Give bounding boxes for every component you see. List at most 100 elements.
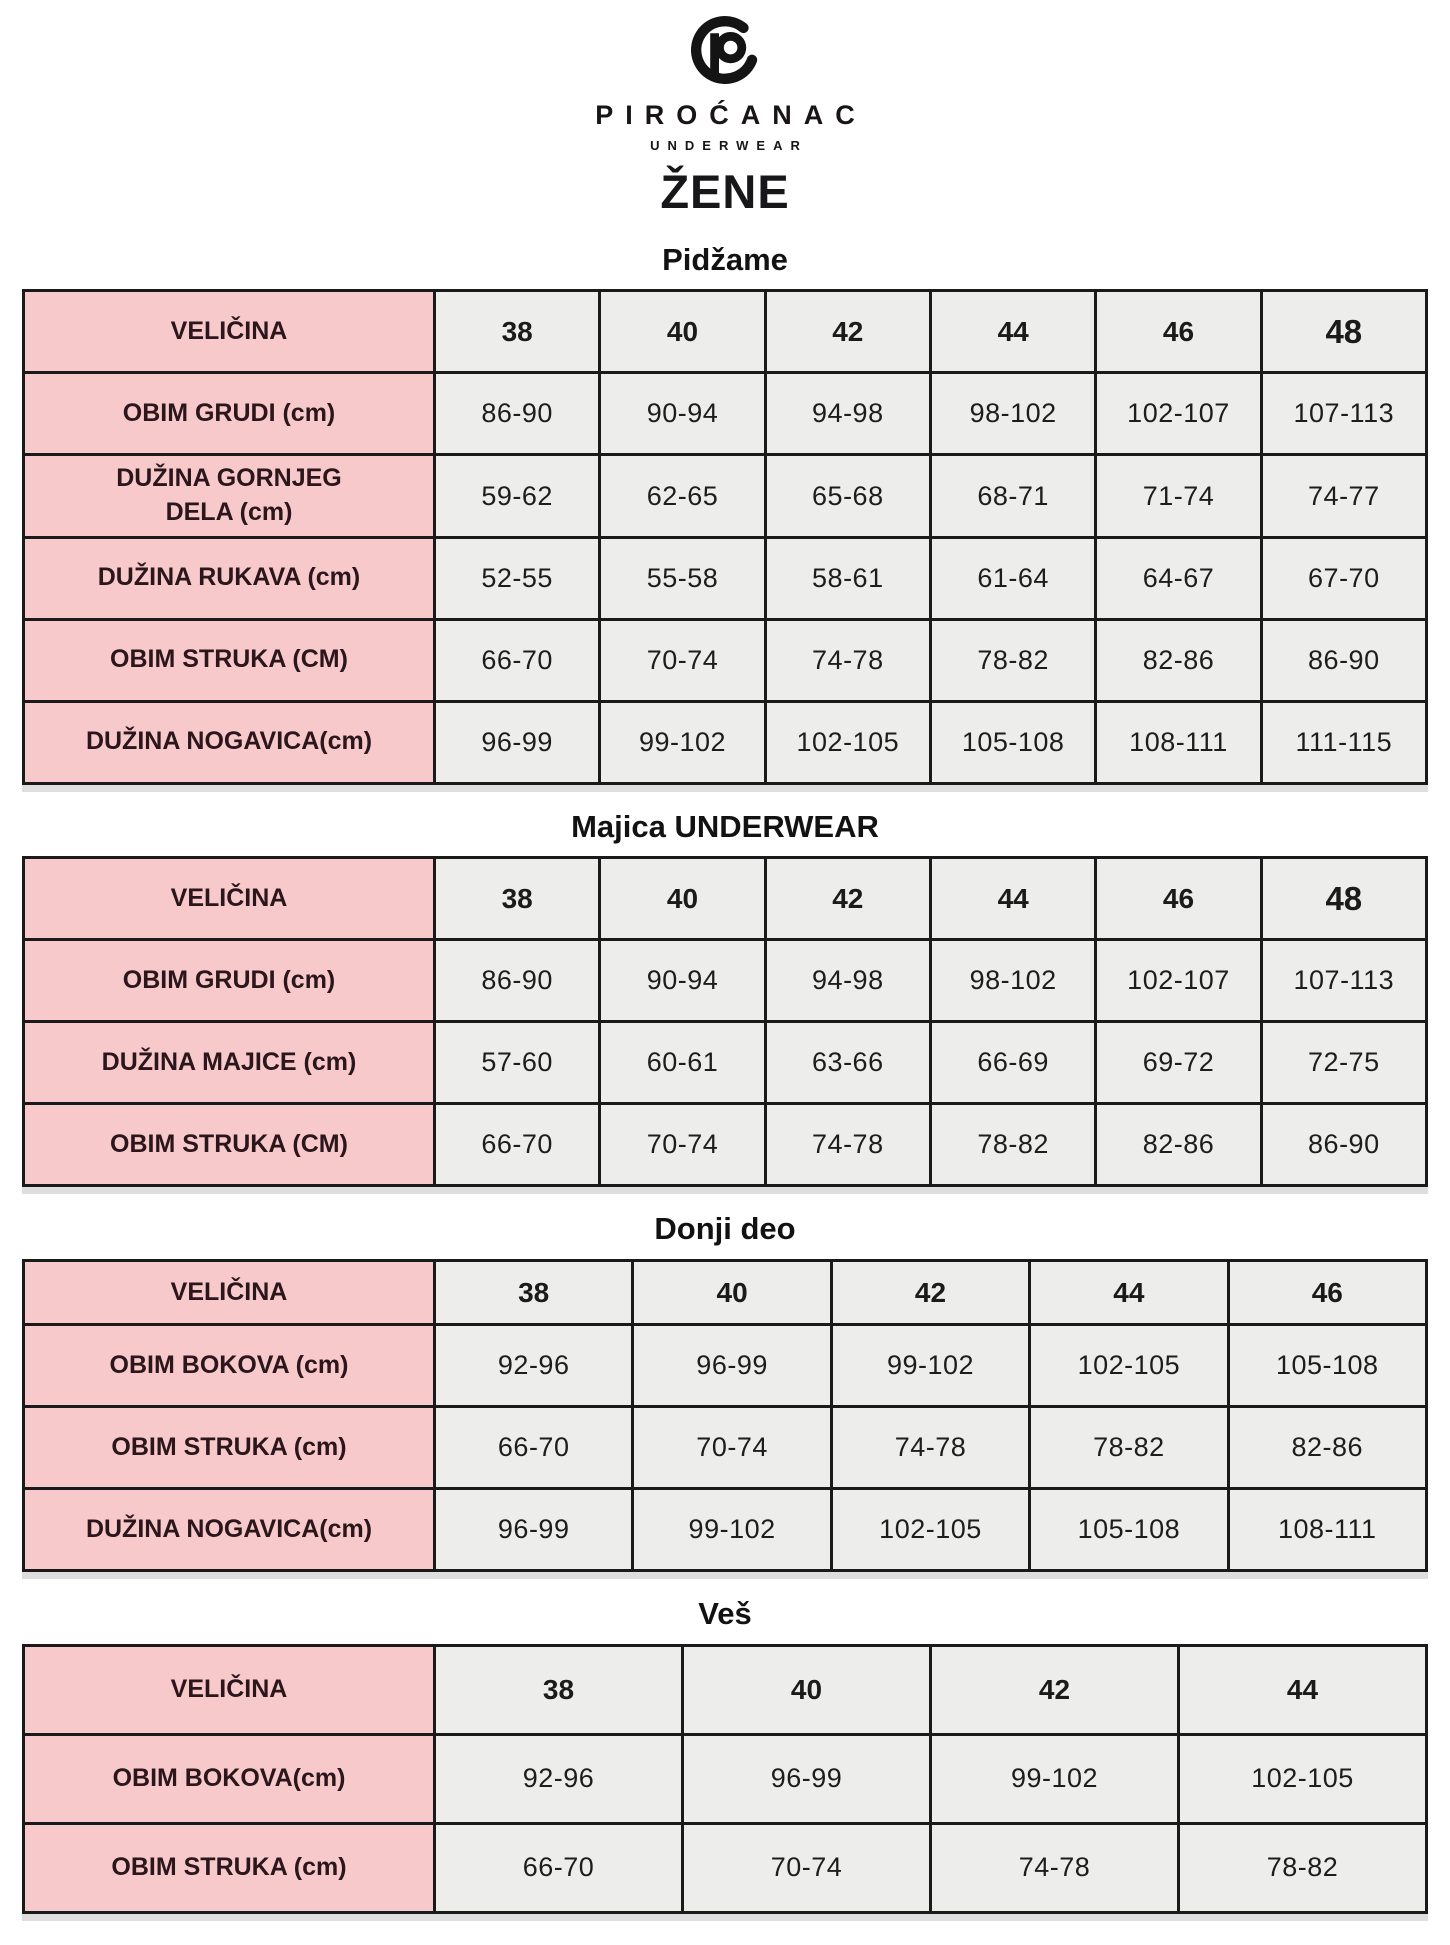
measurement-value: 59-62 <box>432 453 602 539</box>
size-column-header: 44 <box>928 856 1098 942</box>
measurement-value: 66-70 <box>433 1821 684 1914</box>
measurement-value: 74-78 <box>929 1821 1180 1914</box>
measurement-value: 65-68 <box>763 453 932 539</box>
size-column-header: 46 <box>1094 289 1263 375</box>
size-column-header: 44 <box>1028 1259 1230 1327</box>
measurement-value: 63-66 <box>763 1020 932 1106</box>
size-column-header: 44 <box>928 289 1098 375</box>
measurement-row: DUŽINA GORNJEG DELA (cm) 59-62 62-65 65-68 6… <box>22 453 1429 539</box>
size-table-majica-underwear: VELIČINA 38 40 42 44 46 48 OBIM GRUDI (cm) 86-90… <box>22 856 1429 1188</box>
measurement-value: 66-70 <box>432 1405 635 1491</box>
size-column-header: 40 <box>631 1259 833 1327</box>
measurement-value: 82-86 <box>1226 1405 1429 1491</box>
measurement-label: OBIM GRUDI (cm) <box>22 938 436 1024</box>
measurement-label: DUŽINA NOGAVICA(cm) <box>22 699 436 785</box>
p-circle-logo-icon <box>690 16 758 84</box>
size-row-label: VELIČINA <box>22 1643 436 1736</box>
measurement-value: 102-107 <box>1094 938 1263 1024</box>
table-title-ves: Veš <box>698 1596 752 1632</box>
measurement-value: 96-99 <box>432 1487 635 1573</box>
measurement-row: OBIM BOKOVA(cm) 92-96 96-99 99-102 102-105 <box>22 1732 1428 1825</box>
measurement-value: 74-78 <box>763 1102 932 1188</box>
measurement-value: 78-82 <box>1028 1405 1230 1491</box>
measurement-row: OBIM BOKOVA (cm) 92-96 96-99 99-102 102-105 1… <box>22 1323 1429 1409</box>
size-column-header: 38 <box>432 289 602 375</box>
measurement-row: OBIM GRUDI (cm) 86-90 90-94 94-98 98-102 102-… <box>22 938 1429 1024</box>
measurement-value: 102-105 <box>1177 1732 1428 1825</box>
measurement-label: DUŽINA GORNJEG DELA (cm) <box>22 453 436 539</box>
size-column-header: 42 <box>763 856 932 942</box>
size-row-label: VELIČINA <box>22 289 436 375</box>
measurement-label: DUŽINA RUKAVA (cm) <box>22 535 436 621</box>
measurement-value: 94-98 <box>763 938 932 1024</box>
size-header-row: VELIČINA 38 40 42 44 <box>22 1643 1428 1736</box>
size-column-header: 38 <box>433 1643 684 1736</box>
measurement-value: 102-105 <box>829 1487 1032 1573</box>
brand-name: PIROĆANAC <box>595 100 867 130</box>
measurement-row: DUŽINA RUKAVA (cm) 52-55 55-58 58-61 61-64 64… <box>22 535 1429 621</box>
measurement-value: 66-70 <box>432 617 602 703</box>
measurement-value: 70-74 <box>681 1821 932 1914</box>
measurement-value: 78-82 <box>1177 1821 1428 1914</box>
measurement-value: 64-67 <box>1094 535 1263 621</box>
size-column-header: 40 <box>598 289 767 375</box>
measurement-value: 58-61 <box>763 535 932 621</box>
measurement-value: 108-111 <box>1226 1487 1429 1573</box>
table-title-majica-underwear: Majica UNDERWEAR <box>571 808 879 844</box>
measurement-row: OBIM GRUDI (cm) 86-90 90-94 94-98 98-102 102-… <box>22 371 1429 457</box>
measurement-value: 82-86 <box>1094 617 1263 703</box>
measurement-value: 105-108 <box>1226 1323 1429 1409</box>
measurement-value: 102-105 <box>763 699 932 785</box>
measurement-row: DUŽINA MAJICE (cm) 57-60 60-61 63-66 66-69 69… <box>22 1020 1429 1106</box>
size-row-label: VELIČINA <box>22 1259 436 1327</box>
size-row-label: VELIČINA <box>22 856 436 942</box>
size-header-row: VELIČINA 38 40 42 44 46 48 <box>22 856 1429 942</box>
size-table-donji-deo: VELIČINA 38 40 42 44 46 OBIM BOKOVA (cm) 92-96 9… <box>22 1259 1429 1573</box>
measurement-value: 99-102 <box>598 699 767 785</box>
measurement-label: OBIM STRUKA (cm) <box>22 1405 436 1491</box>
measurement-value: 92-96 <box>432 1323 635 1409</box>
measurement-value: 72-75 <box>1259 1020 1429 1106</box>
measurement-value: 86-90 <box>1259 1102 1429 1188</box>
size-column-header: 42 <box>829 1259 1032 1327</box>
size-table-pidzame: VELIČINA 38 40 42 44 46 48 OBIM GRUDI (cm) 86-90… <box>22 289 1429 785</box>
size-column-header: 42 <box>763 289 932 375</box>
measurement-value: 78-82 <box>928 1102 1098 1188</box>
measurement-value: 99-102 <box>631 1487 833 1573</box>
measurement-label: OBIM STRUKA (CM) <box>22 617 436 703</box>
measurement-value: 86-90 <box>432 371 602 457</box>
page-title: ŽENE <box>660 165 790 218</box>
measurement-value: 78-82 <box>928 617 1098 703</box>
table-title-pidzame: Pidžame <box>662 241 788 277</box>
measurement-value: 60-61 <box>598 1020 767 1106</box>
size-column-header: 42 <box>929 1643 1180 1736</box>
measurement-value: 74-78 <box>829 1405 1032 1491</box>
measurement-value: 66-69 <box>928 1020 1098 1106</box>
measurement-value: 70-74 <box>598 1102 767 1188</box>
measurement-row: OBIM STRUKA (CM) 66-70 70-74 74-78 78-82 82-8… <box>22 1102 1429 1188</box>
measurement-value: 108-111 <box>1094 699 1263 785</box>
measurement-value: 98-102 <box>928 371 1098 457</box>
measurement-value: 55-58 <box>598 535 767 621</box>
measurement-value: 107-113 <box>1259 938 1429 1024</box>
size-column-header: 44 <box>1177 1643 1428 1736</box>
brand-subtitle: UNDERWEAR <box>650 138 808 153</box>
measurement-row: OBIM STRUKA (cm) 66-70 70-74 74-78 78-82 <box>22 1821 1428 1914</box>
size-column-header: 38 <box>432 856 602 942</box>
brand-logo <box>0 10 1450 92</box>
size-column-header: 48 <box>1259 289 1429 375</box>
measurement-value: 68-71 <box>928 453 1098 539</box>
size-column-header: 48 <box>1259 856 1429 942</box>
size-column-header: 38 <box>432 1259 635 1327</box>
measurement-label: DUŽINA NOGAVICA(cm) <box>22 1487 436 1573</box>
measurement-value: 94-98 <box>763 371 932 457</box>
measurement-value: 86-90 <box>432 938 602 1024</box>
measurement-value: 90-94 <box>598 938 767 1024</box>
measurement-value: 57-60 <box>432 1020 602 1106</box>
measurement-value: 52-55 <box>432 535 602 621</box>
table-section-majica-underwear: Majica UNDERWEAR VELIČINA 38 40 42 44 46 48 OBI… <box>22 808 1429 1188</box>
measurement-value: 98-102 <box>928 938 1098 1024</box>
measurement-value: 86-90 <box>1259 617 1429 703</box>
measurement-value: 111-115 <box>1259 699 1429 785</box>
